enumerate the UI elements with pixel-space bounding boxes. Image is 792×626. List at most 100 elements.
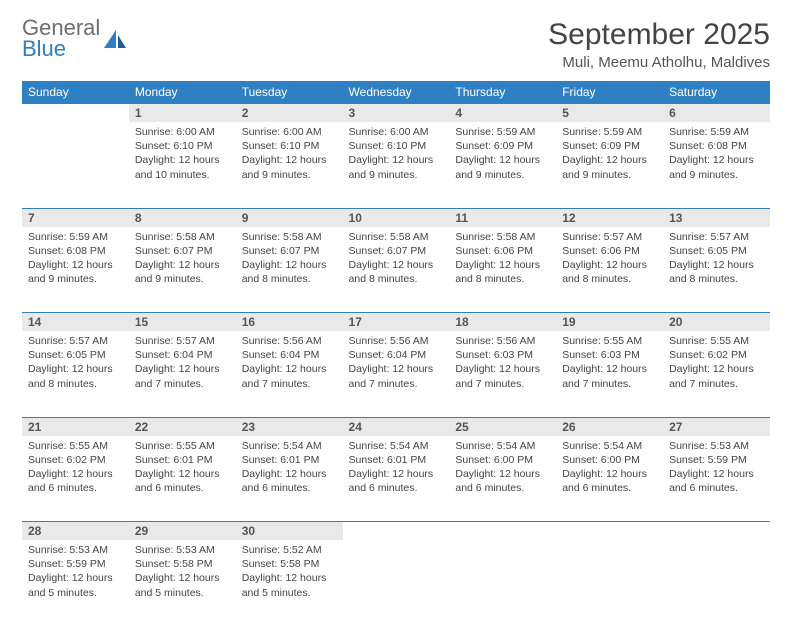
day-number: 22 — [129, 417, 236, 436]
brand-text: General Blue — [22, 18, 100, 60]
daylight-text: Daylight: 12 hours and 7 minutes. — [455, 362, 550, 390]
sunset-text: Sunset: 6:04 PM — [242, 348, 337, 362]
sunrise-text: Sunrise: 5:59 AM — [28, 230, 123, 244]
sunset-text: Sunset: 6:07 PM — [242, 244, 337, 258]
sunset-text: Sunset: 6:06 PM — [562, 244, 657, 258]
day-content-row: Sunrise: 5:57 AMSunset: 6:05 PMDaylight:… — [22, 331, 770, 417]
day-number: 1 — [129, 104, 236, 123]
sunset-text: Sunset: 6:08 PM — [28, 244, 123, 258]
day-cell: Sunrise: 5:55 AMSunset: 6:03 PMDaylight:… — [556, 331, 663, 417]
sunset-text: Sunset: 6:01 PM — [135, 453, 230, 467]
day-cell: Sunrise: 5:57 AMSunset: 6:04 PMDaylight:… — [129, 331, 236, 417]
day-cell: Sunrise: 5:54 AMSunset: 6:00 PMDaylight:… — [556, 436, 663, 522]
day-number: 30 — [236, 522, 343, 541]
sail-icon — [102, 28, 128, 50]
sunset-text: Sunset: 5:59 PM — [669, 453, 764, 467]
daylight-text: Daylight: 12 hours and 5 minutes. — [242, 571, 337, 599]
sunrise-text: Sunrise: 5:57 AM — [135, 334, 230, 348]
day-number-row: 282930 — [22, 522, 770, 541]
daylight-text: Daylight: 12 hours and 6 minutes. — [28, 467, 123, 495]
daylight-text: Daylight: 12 hours and 7 minutes. — [242, 362, 337, 390]
sunrise-text: Sunrise: 5:53 AM — [28, 543, 123, 557]
day-cell: Sunrise: 6:00 AMSunset: 6:10 PMDaylight:… — [129, 122, 236, 208]
day-number — [22, 104, 129, 123]
page-title: September 2025 — [548, 18, 770, 52]
day-cell — [556, 540, 663, 626]
sunset-text: Sunset: 6:07 PM — [349, 244, 444, 258]
day-cell: Sunrise: 5:55 AMSunset: 6:02 PMDaylight:… — [22, 436, 129, 522]
sunrise-text: Sunrise: 5:54 AM — [242, 439, 337, 453]
sunrise-text: Sunrise: 5:54 AM — [349, 439, 444, 453]
day-number: 3 — [343, 104, 450, 123]
day-number — [449, 522, 556, 541]
day-number: 24 — [343, 417, 450, 436]
daylight-text: Daylight: 12 hours and 9 minutes. — [28, 258, 123, 286]
sunset-text: Sunset: 6:00 PM — [562, 453, 657, 467]
day-number: 29 — [129, 522, 236, 541]
day-number: 4 — [449, 104, 556, 123]
sunrise-text: Sunrise: 6:00 AM — [242, 125, 337, 139]
day-number: 21 — [22, 417, 129, 436]
sunrise-text: Sunrise: 5:55 AM — [669, 334, 764, 348]
sunset-text: Sunset: 6:07 PM — [135, 244, 230, 258]
day-content-row: Sunrise: 6:00 AMSunset: 6:10 PMDaylight:… — [22, 122, 770, 208]
sunset-text: Sunset: 6:06 PM — [455, 244, 550, 258]
sunrise-text: Sunrise: 5:55 AM — [28, 439, 123, 453]
daylight-text: Daylight: 12 hours and 6 minutes. — [135, 467, 230, 495]
weekday-header: Thursday — [449, 81, 556, 104]
day-content-row: Sunrise: 5:59 AMSunset: 6:08 PMDaylight:… — [22, 227, 770, 313]
weekday-header: Saturday — [663, 81, 770, 104]
daylight-text: Daylight: 12 hours and 8 minutes. — [562, 258, 657, 286]
day-cell — [343, 540, 450, 626]
day-number-row: 21222324252627 — [22, 417, 770, 436]
day-cell: Sunrise: 5:55 AMSunset: 6:02 PMDaylight:… — [663, 331, 770, 417]
daylight-text: Daylight: 12 hours and 5 minutes. — [28, 571, 123, 599]
daylight-text: Daylight: 12 hours and 7 minutes. — [562, 362, 657, 390]
sunset-text: Sunset: 6:09 PM — [455, 139, 550, 153]
sunrise-text: Sunrise: 5:53 AM — [135, 543, 230, 557]
day-cell: Sunrise: 5:58 AMSunset: 6:07 PMDaylight:… — [236, 227, 343, 313]
sunset-text: Sunset: 6:10 PM — [242, 139, 337, 153]
day-number: 2 — [236, 104, 343, 123]
day-number: 7 — [22, 208, 129, 227]
day-number: 13 — [663, 208, 770, 227]
sunset-text: Sunset: 6:05 PM — [669, 244, 764, 258]
day-cell: Sunrise: 5:56 AMSunset: 6:04 PMDaylight:… — [236, 331, 343, 417]
sunrise-text: Sunrise: 5:52 AM — [242, 543, 337, 557]
weekday-header: Monday — [129, 81, 236, 104]
sunset-text: Sunset: 6:09 PM — [562, 139, 657, 153]
day-number: 8 — [129, 208, 236, 227]
day-cell: Sunrise: 5:57 AMSunset: 6:05 PMDaylight:… — [22, 331, 129, 417]
calendar-table: SundayMondayTuesdayWednesdayThursdayFrid… — [22, 81, 770, 626]
daylight-text: Daylight: 12 hours and 9 minutes. — [562, 153, 657, 181]
daylight-text: Daylight: 12 hours and 6 minutes. — [562, 467, 657, 495]
sunrise-text: Sunrise: 6:00 AM — [135, 125, 230, 139]
sunrise-text: Sunrise: 5:54 AM — [455, 439, 550, 453]
sunrise-text: Sunrise: 5:57 AM — [669, 230, 764, 244]
daylight-text: Daylight: 12 hours and 8 minutes. — [28, 362, 123, 390]
day-cell: Sunrise: 5:57 AMSunset: 6:06 PMDaylight:… — [556, 227, 663, 313]
day-cell — [22, 122, 129, 208]
day-number: 18 — [449, 313, 556, 332]
sunrise-text: Sunrise: 5:53 AM — [669, 439, 764, 453]
day-number: 12 — [556, 208, 663, 227]
day-cell: Sunrise: 5:59 AMSunset: 6:09 PMDaylight:… — [449, 122, 556, 208]
sunrise-text: Sunrise: 5:55 AM — [562, 334, 657, 348]
daylight-text: Daylight: 12 hours and 6 minutes. — [242, 467, 337, 495]
sunrise-text: Sunrise: 5:58 AM — [349, 230, 444, 244]
sunrise-text: Sunrise: 5:59 AM — [562, 125, 657, 139]
daylight-text: Daylight: 12 hours and 9 minutes. — [349, 153, 444, 181]
sunset-text: Sunset: 5:59 PM — [28, 557, 123, 571]
sunrise-text: Sunrise: 5:54 AM — [562, 439, 657, 453]
daylight-text: Daylight: 12 hours and 8 minutes. — [669, 258, 764, 286]
day-cell — [663, 540, 770, 626]
daylight-text: Daylight: 12 hours and 8 minutes. — [242, 258, 337, 286]
day-number: 10 — [343, 208, 450, 227]
sunset-text: Sunset: 6:04 PM — [349, 348, 444, 362]
day-number: 9 — [236, 208, 343, 227]
day-number: 19 — [556, 313, 663, 332]
day-number: 23 — [236, 417, 343, 436]
sunset-text: Sunset: 6:03 PM — [455, 348, 550, 362]
daylight-text: Daylight: 12 hours and 7 minutes. — [135, 362, 230, 390]
sunset-text: Sunset: 6:05 PM — [28, 348, 123, 362]
